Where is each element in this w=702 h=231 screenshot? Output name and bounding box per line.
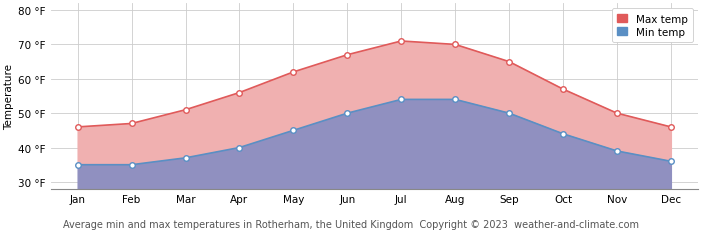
Y-axis label: Temperature: Temperature: [4, 64, 14, 129]
Legend: Max temp, Min temp: Max temp, Min temp: [611, 9, 693, 43]
Text: Average min and max temperatures in Rotherham, the United Kingdom  Copyright © 2: Average min and max temperatures in Roth…: [63, 219, 639, 229]
